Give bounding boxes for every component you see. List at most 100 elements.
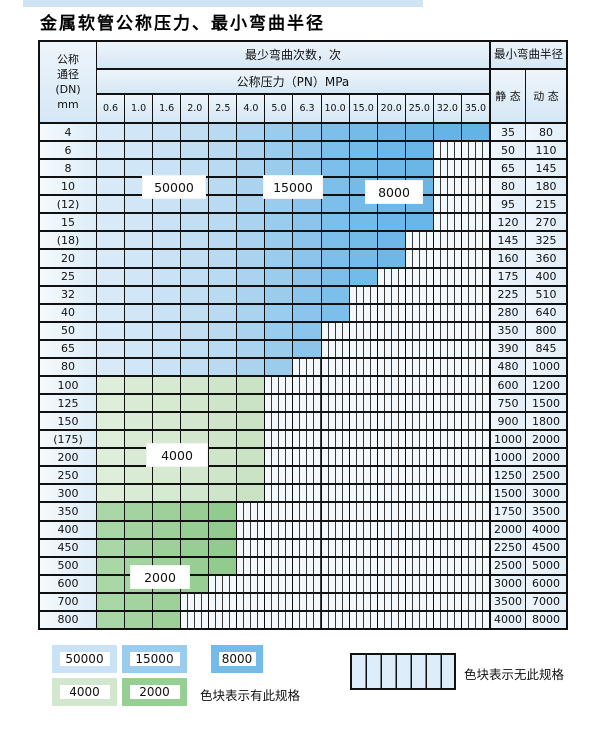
no-spec-cell <box>404 230 433 249</box>
no-spec-cell <box>292 411 321 430</box>
no-spec-cell <box>432 393 461 412</box>
dn-cell: 50 <box>40 320 96 339</box>
static-radius-cell: 280 <box>488 302 525 321</box>
spec-cell <box>124 320 153 339</box>
no-spec-cell <box>348 356 377 375</box>
spec-cell <box>96 158 125 177</box>
spec-cell <box>236 122 265 141</box>
no-spec-cell <box>236 591 265 610</box>
no-spec-cell <box>348 393 377 412</box>
no-spec-cell <box>404 266 433 285</box>
static-radius-cell: 2000 <box>488 519 525 538</box>
spec-cell <box>292 302 321 321</box>
spec-cell <box>292 140 321 159</box>
no-spec-cell <box>376 338 405 357</box>
no-spec-cell <box>264 374 293 394</box>
no-spec-cell <box>236 519 265 538</box>
spec-cell <box>124 248 153 267</box>
no-spec-cell <box>264 537 293 556</box>
spec-cell <box>348 266 377 285</box>
spec-cell <box>124 609 153 628</box>
spec-cell <box>264 230 293 249</box>
spec-cell <box>180 519 209 538</box>
no-spec-cell <box>320 393 349 412</box>
no-spec-cell <box>320 573 349 592</box>
spec-cell <box>124 338 153 357</box>
no-spec-cell <box>432 609 461 628</box>
no-spec-cell <box>320 429 349 448</box>
no-spec-cell <box>348 573 377 592</box>
no-spec-cell <box>460 429 489 448</box>
spec-cell <box>152 320 181 339</box>
no-spec-cell <box>460 573 489 592</box>
dynamic-radius-cell: 2000 <box>524 429 566 448</box>
no-spec-cell <box>404 284 433 303</box>
no-spec-cell <box>348 465 377 484</box>
static-radius-cell: 1750 <box>488 501 525 520</box>
no-spec-cell <box>292 555 321 574</box>
spec-cell <box>152 212 181 231</box>
no-spec-cell <box>264 447 293 466</box>
spec-cell <box>152 501 181 520</box>
no-spec-cell <box>460 483 489 502</box>
spec-cell <box>96 591 125 610</box>
dynamic-radius-cell: 325 <box>524 230 566 249</box>
spec-cell <box>208 483 237 502</box>
spec-cell <box>292 266 321 285</box>
spec-cell <box>180 393 209 412</box>
spec-cell <box>124 266 153 285</box>
dn-cell: 40 <box>40 302 96 321</box>
no-spec-cell <box>348 537 377 556</box>
static-radius-cell: 3000 <box>488 573 525 592</box>
no-spec-cell <box>348 338 377 357</box>
spec-cell <box>376 230 405 249</box>
spec-cell <box>236 374 265 394</box>
spec-cell <box>264 266 293 285</box>
spec-cell <box>264 140 293 159</box>
no-spec-cell <box>376 429 405 448</box>
spec-cell <box>320 230 349 249</box>
static-radius-cell: 160 <box>488 248 525 267</box>
no-spec-cell <box>264 429 293 448</box>
spec-cell <box>124 212 153 231</box>
spec-cell <box>320 140 349 159</box>
spec-cell <box>236 248 265 267</box>
spec-cell <box>180 248 209 267</box>
no-spec-cell <box>376 284 405 303</box>
spec-cell <box>96 393 125 412</box>
spec-cell <box>152 338 181 357</box>
spec-cell <box>152 609 181 628</box>
spec-cell <box>236 338 265 357</box>
spec-cell <box>96 122 125 141</box>
spec-cell <box>152 248 181 267</box>
spec-cell <box>432 122 461 141</box>
no-spec-cell <box>376 374 405 394</box>
spec-cell <box>180 122 209 141</box>
spec-cell <box>96 465 125 484</box>
spec-cell <box>96 356 125 375</box>
dn-cell: 65 <box>40 338 96 357</box>
no-spec-cell <box>460 320 489 339</box>
spec-cell <box>404 158 433 177</box>
spec-cell <box>152 591 181 610</box>
no-spec-cell <box>432 555 461 574</box>
dn-cell: 32 <box>40 284 96 303</box>
spec-table: 公称 通径 (DN) mm 最少弯曲次数，次 最小弯曲半径 公称压力（PN）MPa 静 态动 … <box>38 40 568 630</box>
no-spec-cell <box>432 483 461 502</box>
dn-header-line: (DN) <box>55 83 81 96</box>
no-spec-cell <box>320 483 349 502</box>
pressure-column-header: 35.0 <box>460 93 489 122</box>
dn-header-line: 公称 <box>57 53 79 66</box>
spec-cell <box>180 356 209 375</box>
no-spec-cell <box>264 465 293 484</box>
spec-cell <box>376 248 405 267</box>
static-radius-cell: 1250 <box>488 465 525 484</box>
no-spec-cell <box>264 501 293 520</box>
no-spec-cell <box>460 356 489 375</box>
spec-cell <box>124 447 153 466</box>
spec-cell <box>180 411 209 430</box>
dynamic-radius-cell: 360 <box>524 248 566 267</box>
no-spec-cell <box>376 356 405 375</box>
no-spec-cell <box>348 591 377 610</box>
no-spec-cell <box>320 519 349 538</box>
